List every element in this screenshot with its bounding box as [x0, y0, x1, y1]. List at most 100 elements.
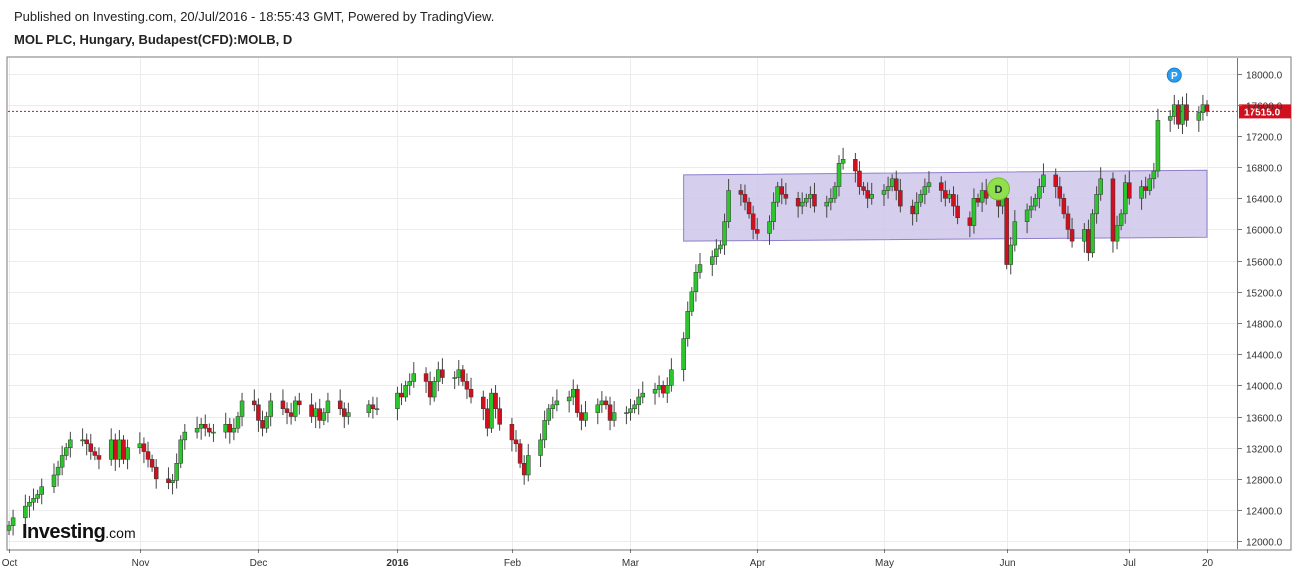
candle-up: [1041, 174, 1046, 187]
symbol-title: MOL PLC, Hungary, Budapest(CFD):MOLB, D: [14, 32, 293, 47]
y-tick-label: 13600.0: [1246, 414, 1283, 425]
candle-down: [951, 194, 956, 207]
candle-up: [1037, 186, 1042, 199]
candle-up: [771, 201, 776, 222]
candle-up: [881, 190, 887, 195]
candle-up: [914, 201, 919, 215]
candle-up: [669, 369, 674, 386]
x-tick-label: Oct: [2, 558, 18, 569]
candle-up: [436, 369, 441, 382]
candle-up: [889, 178, 895, 187]
y-tick-label: 17200.0: [1246, 133, 1283, 144]
candle-down: [423, 373, 429, 382]
candle-up: [1155, 120, 1161, 172]
candle-up: [1180, 104, 1185, 125]
candle-up: [231, 427, 237, 433]
candle-up: [832, 186, 838, 199]
candle-down: [865, 190, 870, 199]
candle-up: [235, 416, 241, 429]
candle-up: [550, 404, 556, 409]
candle-up: [346, 412, 351, 417]
candle-down: [754, 229, 760, 234]
y-tick-label: 18000.0: [1246, 71, 1283, 82]
candle-up: [407, 381, 412, 386]
candle-up: [55, 466, 61, 476]
candle-up: [840, 159, 846, 164]
candle-up: [828, 198, 834, 203]
candle-down: [1069, 229, 1075, 242]
candle-down: [738, 190, 744, 195]
candle-up: [456, 369, 462, 378]
candle-down: [983, 190, 989, 199]
candle-down: [894, 178, 899, 191]
candle-down: [485, 408, 490, 429]
candle-down: [427, 381, 433, 398]
candle-up: [223, 424, 228, 433]
candle-down: [460, 369, 466, 382]
candle-down: [603, 400, 609, 406]
candle-down: [493, 392, 498, 409]
x-tick-label: Mar: [622, 558, 640, 569]
candle-up: [170, 480, 175, 484]
candle-up: [264, 416, 269, 429]
candle-up: [566, 396, 572, 402]
candle-up: [922, 186, 928, 195]
candle-down: [468, 388, 474, 398]
y-tick-label: 14800.0: [1246, 320, 1283, 331]
published-caption: Published on Investing.com, 20/Jul/2016 …: [14, 9, 495, 24]
y-tick-label: 15600.0: [1246, 258, 1283, 269]
candle-up: [51, 474, 57, 487]
candle-up: [27, 501, 32, 507]
candle-down: [521, 463, 527, 476]
candle-down: [955, 205, 960, 219]
candle-up: [411, 373, 417, 382]
candle-up: [1024, 209, 1030, 222]
candle-up: [178, 439, 183, 464]
candle-up: [1012, 221, 1018, 246]
candle-down: [746, 201, 752, 215]
candle-up: [836, 162, 842, 187]
candle-up: [971, 198, 977, 226]
candle-down: [1004, 198, 1009, 265]
x-tick-label: May: [875, 558, 894, 569]
y-tick-label: 14400.0: [1246, 351, 1283, 362]
candle-up: [554, 400, 560, 406]
candle-down: [779, 186, 785, 195]
candle-down: [660, 385, 666, 394]
candle-up: [947, 194, 952, 199]
event-markers: PD: [986, 67, 1182, 201]
marker-d-icon: [986, 177, 1010, 201]
candle-down: [92, 451, 98, 456]
candle-up: [1098, 178, 1103, 195]
candle-down: [96, 455, 102, 460]
y-tick-label: 15200.0: [1246, 289, 1283, 300]
candle-down: [88, 443, 94, 452]
candle-down: [149, 459, 155, 468]
candle-up: [1147, 178, 1153, 191]
candle-down: [227, 424, 233, 433]
price-tag-bg: [1239, 104, 1291, 119]
candle-up: [1118, 213, 1124, 226]
candle-up: [366, 404, 372, 413]
candle-down: [342, 408, 347, 417]
y-tick-label: 16800.0: [1246, 164, 1283, 175]
candle-down: [579, 412, 584, 421]
candle-up: [268, 400, 273, 417]
candle-down: [513, 439, 519, 445]
y-tick-label: 14000.0: [1246, 382, 1283, 393]
y-tick-label: 16400.0: [1246, 195, 1283, 206]
candle-down: [207, 427, 212, 433]
candle-down: [853, 159, 858, 172]
chart-frame: [6, 56, 1292, 551]
candle-down: [607, 404, 613, 421]
candle-up: [681, 338, 686, 370]
candle-down: [1065, 213, 1071, 230]
candle-up: [628, 408, 633, 413]
candle-down: [288, 412, 294, 417]
candle-up: [1082, 229, 1087, 242]
price-tag-label: 17515.0: [1244, 107, 1281, 118]
grid-lines: [8, 58, 1237, 549]
candle-up: [1008, 244, 1013, 265]
candle-up: [726, 190, 731, 222]
